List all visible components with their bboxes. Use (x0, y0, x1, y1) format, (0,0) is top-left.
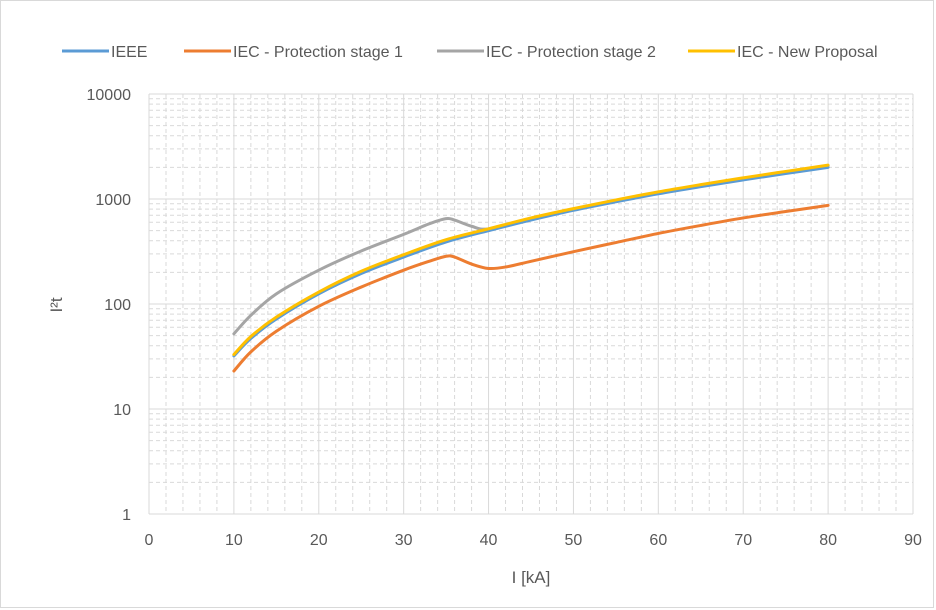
legend-label: IEC - Protection stage 1 (233, 44, 403, 61)
y-tick-labels: 1 10 100 1000 10000 (87, 87, 132, 524)
x-tick-label: 30 (395, 532, 413, 549)
legend-item-iec-protection-stage-1: IEC - Protection stage 1 (184, 44, 403, 61)
legend-label: IEC - New Proposal (737, 44, 878, 61)
x-tick-label: 0 (145, 532, 154, 549)
y-tick-label: 100 (104, 297, 131, 314)
x-tick-label: 90 (904, 532, 922, 549)
major-grid (148, 93, 914, 515)
x-tick-label: 50 (565, 532, 583, 549)
x-tick-labels: 0 10 20 30 40 50 60 70 80 90 (145, 532, 922, 549)
y-tick-label: 1 (122, 507, 131, 524)
legend: IEEE IEC - Protection stage 1 IEC - Protec… (62, 44, 878, 61)
series-line-ieee (232, 165, 830, 358)
y-axis-label: I²t (47, 297, 66, 312)
series-line-iec-protection-stage-1 (232, 203, 830, 373)
y-tick-label: 1000 (95, 192, 131, 209)
legend-item-iec-protection-stage-2: IEC - Protection stage 2 (437, 44, 656, 61)
legend-label: IEEE (111, 44, 147, 61)
x-tick-label: 70 (734, 532, 752, 549)
series-layer (232, 163, 830, 373)
x-tick-label: 40 (480, 532, 498, 549)
y-tick-label: 10 (113, 402, 131, 419)
x-tick-label: 10 (225, 532, 243, 549)
y-tick-label: 10000 (87, 87, 132, 104)
legend-item-ieee: IEEE (62, 44, 147, 61)
legend-item-iec-new-proposal: IEC - New Proposal (688, 44, 878, 61)
series-line-iec-new-proposal (232, 163, 830, 357)
x-tick-label: 20 (310, 532, 328, 549)
x-axis-label: I [kA] (512, 568, 551, 587)
x-tick-label: 60 (649, 532, 667, 549)
legend-label: IEC - Protection stage 2 (486, 44, 656, 61)
x-tick-label: 80 (819, 532, 837, 549)
